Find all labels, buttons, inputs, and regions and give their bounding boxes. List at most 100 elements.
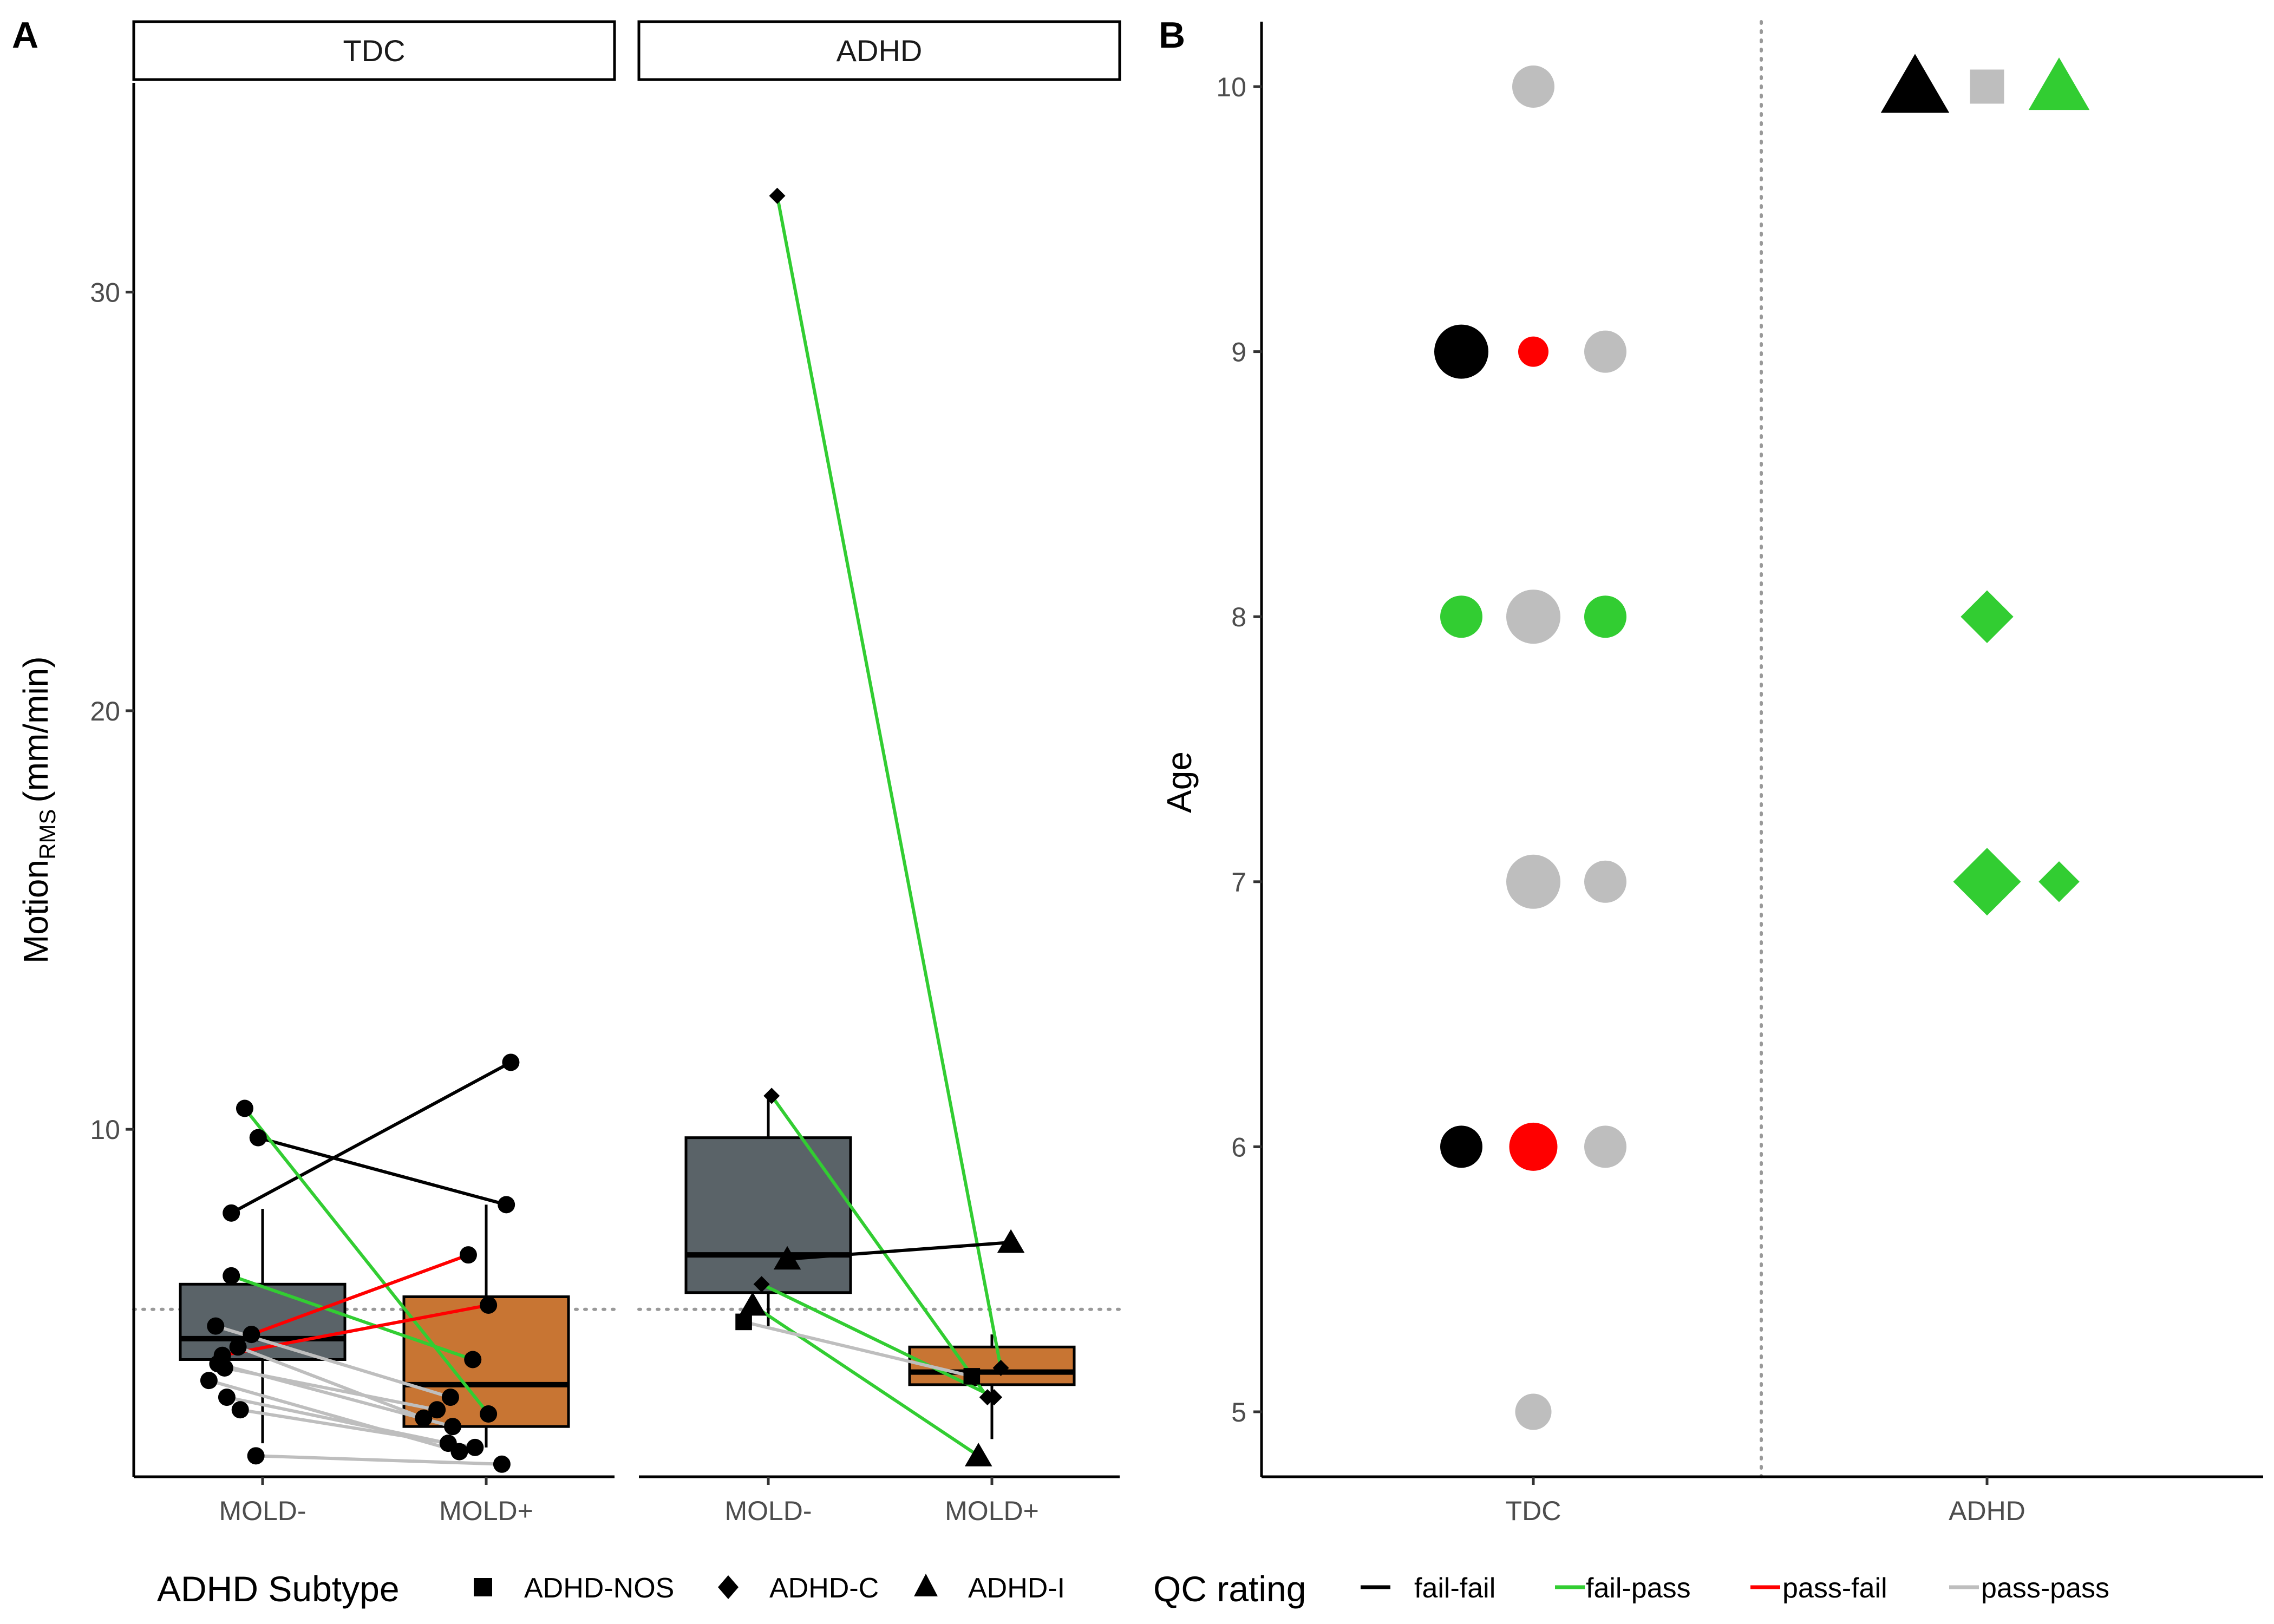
y-tick-label-b: 7 [1231,867,1246,898]
panel-b-x-ticks: TDC ADHD [1506,1477,2025,1526]
legend-qc-label-fail-pass: fail-pass [1586,1573,1691,1604]
age-point [2038,861,2080,902]
pair-point-end [997,1229,1025,1253]
legend-qc-label-fail-fail: fail-fail [1414,1573,1495,1604]
pair-point-end [480,1405,498,1423]
age-point [1584,1125,1626,1168]
pair-point-end [498,1196,515,1214]
age-point [1584,595,1626,638]
pair-line [761,1282,995,1399]
pair-point-start [218,1389,236,1406]
box-body [684,1136,852,1294]
pair-line [217,1362,453,1429]
pair-line [770,1095,989,1398]
panel-b-y-ticks: 5 6 7 8 9 10 [1216,72,1262,1427]
pair-line [743,1320,972,1378]
pair-point-start [236,1099,253,1117]
pair-point-end [459,1246,477,1264]
legend-qc-title: QC rating [1153,1569,1306,1609]
y-tick-label-b: 8 [1231,602,1246,632]
age-point [1970,69,2004,104]
pair-point-start [247,1447,265,1465]
age-point [1506,590,1560,644]
legend-subtype-label-nos: ADHD-NOS [524,1573,674,1604]
pair-point-end [963,1368,981,1385]
y-tick-label: 10 [90,1115,120,1145]
pair-line [787,1240,1011,1261]
panel-a-pair-lines [208,195,1011,1466]
y-tick-label: 30 [90,278,120,308]
pair-point-end [464,1351,482,1368]
pair-point-start [229,1338,247,1356]
strip-adhd-label: ADHD [837,34,923,68]
pair-point-start [739,1292,767,1316]
age-point [1440,595,1482,638]
legend-qc: QC rating fail-fail fail-pass pass-fail … [1153,1569,2109,1609]
panel-b-tag: B [1159,15,1185,56]
pair-line [222,1304,489,1357]
x-tick-label: MOLD+ [945,1496,1039,1526]
pair-point-start [763,1088,780,1104]
legend-subtype-title: ADHD Subtype [157,1569,400,1609]
pair-line [256,1454,502,1466]
pair-point-end [444,1418,462,1436]
pair-point-end [986,1389,1003,1406]
legend-square-icon [474,1578,492,1596]
box-body [908,1345,1076,1386]
panel-a-y-title: MotionRMS(mm/min) [16,656,60,964]
pair-point-end [992,1359,1009,1376]
panel-a-x-ticks: MOLD- MOLD+ MOLD- MOLD+ [219,1477,1039,1526]
pair-point-start [753,1276,770,1293]
legend-triangle-icon [914,1574,938,1596]
pair-line [257,1136,507,1207]
pair-point-start [773,1246,801,1270]
legend-qc-label-pass-pass: pass-pass [1981,1573,2109,1604]
pair-line [231,1274,474,1361]
pair-point-start [207,1317,225,1335]
y-tick-label-b: 10 [1216,72,1246,102]
age-point [1584,860,1626,903]
pair-point-end [480,1296,498,1314]
pair-point-end [466,1438,484,1456]
strip-adhd-box [637,20,1121,81]
pair-line [752,1304,979,1457]
pair-line [251,1253,469,1336]
pair-point-end [428,1401,446,1419]
legend-subtype-label-c: ADHD-C [769,1573,879,1604]
age-point [1953,848,2021,916]
panel-a-axes [132,83,1120,1478]
pair-line [230,1060,512,1215]
panel-a-boxplots [179,1096,1076,1448]
pair-point-end [439,1435,457,1452]
legend-subtype-label-i: ADHD-I [968,1573,1065,1604]
y-tick-label-b: 5 [1231,1397,1246,1427]
age-point [1515,1393,1552,1430]
pair-point-start [769,187,786,204]
pair-point-start [200,1372,218,1390]
pair-point-start [223,1267,240,1285]
panel-a-strips: TDC ADHD [132,20,1121,81]
legend-qc-label-pass-fail: pass-fail [1782,1573,1887,1604]
pair-line [243,1107,490,1415]
y-tick-label-b: 6 [1231,1132,1246,1162]
y-tick-label-b: 9 [1231,337,1246,368]
age-point [1584,330,1626,373]
pair-point-start [249,1129,267,1147]
legend-subtype: ADHD Subtype ADHD-NOS ADHD-C ADHD-I [157,1569,1065,1609]
x-tick-label-b: ADHD [1949,1496,2025,1526]
pair-line [237,1345,424,1420]
x-tick-label: MOLD+ [439,1496,533,1526]
pair-point-end [415,1409,433,1427]
strip-tdc-box [132,20,616,81]
pair-point-start [231,1401,249,1419]
panel-b-axes [1260,22,2263,1478]
x-tick-label: MOLD- [219,1496,306,1526]
panel-a-points [200,187,1025,1473]
panel-b-points [1434,54,2090,1430]
x-tick-label-b: TDC [1506,1496,1561,1526]
age-point [2028,57,2090,110]
legend-diamond-icon [718,1575,739,1599]
age-point [1509,1122,1558,1171]
x-tick-label: MOLD- [724,1496,812,1526]
